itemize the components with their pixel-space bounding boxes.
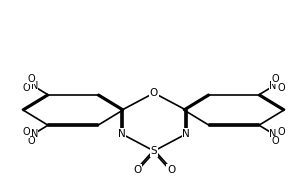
Text: O: O: [28, 136, 36, 147]
Text: O: O: [22, 83, 30, 93]
Text: N: N: [118, 129, 126, 139]
Text: O: O: [167, 165, 175, 175]
Text: O: O: [133, 165, 141, 175]
Text: O: O: [271, 74, 279, 84]
Text: N: N: [31, 81, 38, 91]
Text: N: N: [269, 129, 276, 139]
Text: O: O: [277, 83, 285, 93]
Text: O: O: [277, 127, 285, 137]
Text: O: O: [28, 74, 36, 84]
Text: N: N: [269, 81, 276, 91]
Text: N: N: [182, 129, 190, 139]
Text: O: O: [271, 136, 279, 147]
Text: O: O: [150, 88, 158, 98]
Text: N: N: [31, 129, 38, 139]
Text: S: S: [151, 146, 157, 156]
Text: O: O: [22, 127, 30, 137]
